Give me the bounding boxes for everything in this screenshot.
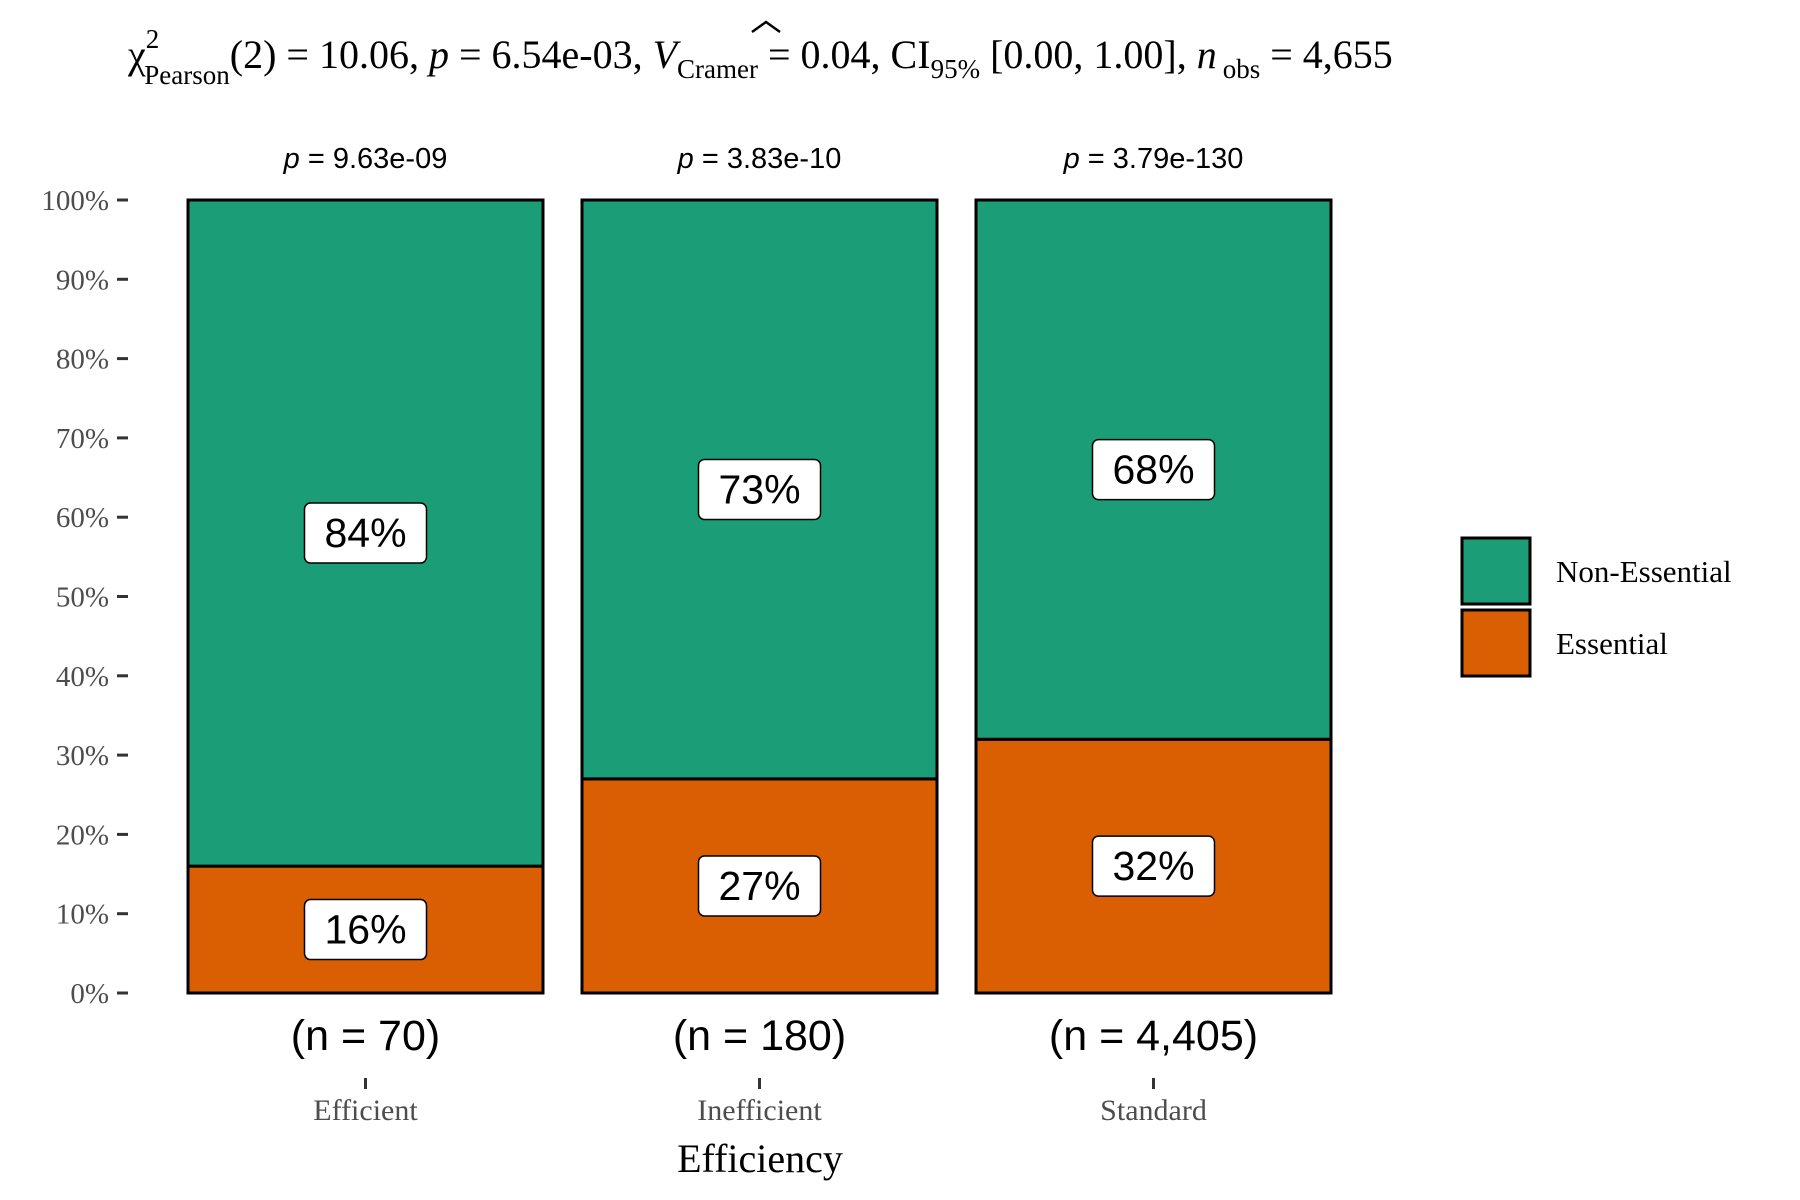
x-tick-label: Standard	[1100, 1094, 1207, 1127]
p-value-label: p = 3.79e-130	[1063, 143, 1244, 175]
p-value-symbol: p	[283, 143, 300, 175]
x-axis: (n = 70) Efficient (n = 180) Inefficient (n …	[291, 1012, 1258, 1127]
y-tick-label: 100%	[41, 185, 109, 217]
v-hat-mark	[751, 20, 781, 34]
y-tick-label: 10%	[56, 899, 109, 931]
legend-label: Non-Essential	[1556, 554, 1732, 589]
legend-key	[1460, 608, 1532, 678]
bars-group	[186, 198, 1333, 995]
p-value-symbol: p	[677, 143, 694, 175]
subtitle-chi-sup: 2	[146, 24, 160, 54]
subtitle-chi: χ	[127, 32, 146, 77]
subtitle-chi-sub: Pearson	[144, 60, 230, 90]
subtitle-ci-value: [0.00, 1.00],	[980, 32, 1197, 77]
subtitle-v-value: = 0.04, CI	[758, 32, 931, 77]
y-axis: 0% 10% 20% 30% 40% 50% 60% 70% 80% 90% 100%	[41, 185, 128, 1010]
y-tick-label: 40%	[56, 661, 109, 693]
subtitle-v-sub: Cramer	[677, 54, 758, 84]
data-label-non-essential-box	[303, 502, 428, 564]
data-label-essential-box	[697, 855, 822, 917]
legend-key	[1460, 536, 1532, 606]
y-tick-label: 20%	[56, 819, 109, 851]
data-label-essential-box	[303, 898, 428, 961]
count-label: (n = 180)	[673, 1012, 846, 1060]
subtitle-p-value: = 6.54e-03,	[449, 32, 653, 77]
p-value-number: = 3.79e-130	[1080, 143, 1244, 175]
count-label: (n = 70)	[291, 1012, 440, 1060]
x-tick-label: Efficient	[313, 1094, 418, 1127]
x-axis-title: Efficiency	[677, 1136, 843, 1181]
y-tick-label: 90%	[56, 264, 109, 296]
p-value-label: p = 3.83e-10	[677, 143, 842, 175]
legend-label: Essential	[1556, 626, 1668, 661]
count-label: (n = 4,405)	[1049, 1012, 1258, 1060]
p-value-number: = 3.83e-10	[694, 143, 842, 175]
data-label-essential-box	[1091, 835, 1216, 897]
bar-labels-group: 16% 84% 27% 73% 32% 68%	[303, 438, 1216, 961]
data-label-non-essential-text: 68%	[1112, 447, 1194, 493]
data-label-essential-text: 32%	[1112, 843, 1194, 889]
legend: Non-Essential Essential	[1460, 536, 1732, 678]
subtitle-n-sub: obs	[1223, 54, 1261, 84]
y-tick-label: 80%	[56, 344, 109, 376]
y-tick-label: 60%	[56, 502, 109, 534]
subtitle-n-symbol: n	[1197, 32, 1217, 77]
p-value-symbol: p	[1063, 143, 1080, 175]
p-value-labels-group: p = 9.63e-09 p = 3.83e-10 p = 3.79e-130	[283, 143, 1244, 175]
subtitle-ci-sub: 95%	[931, 54, 981, 84]
subtitle-df: (2) = 10.06,	[230, 32, 429, 77]
y-tick-label: 70%	[56, 423, 109, 455]
data-label-non-essential-text: 84%	[324, 510, 406, 556]
data-label-essential-text: 16%	[324, 907, 406, 953]
p-value-label: p = 9.63e-09	[283, 143, 448, 175]
y-tick-label: 0%	[70, 978, 109, 1010]
subtitle-v-symbol: V	[653, 32, 682, 77]
data-label-non-essential-text: 73%	[718, 466, 800, 512]
data-label-non-essential-box	[697, 458, 822, 521]
p-value-number: = 9.63e-09	[300, 143, 448, 175]
data-label-essential-text: 27%	[718, 863, 800, 909]
data-label-non-essential-box	[1091, 438, 1216, 501]
y-tick-label: 50%	[56, 582, 109, 614]
y-tick-label: 30%	[56, 740, 109, 772]
chart-subtitle: χ2 Pearson(2) = 10.06, p = 6.54e-03, VCra…	[127, 24, 1393, 90]
subtitle-p-symbol: p	[426, 32, 449, 77]
x-tick-label: Inefficient	[697, 1094, 822, 1127]
subtitle-n-value: = 4,655	[1260, 32, 1393, 77]
